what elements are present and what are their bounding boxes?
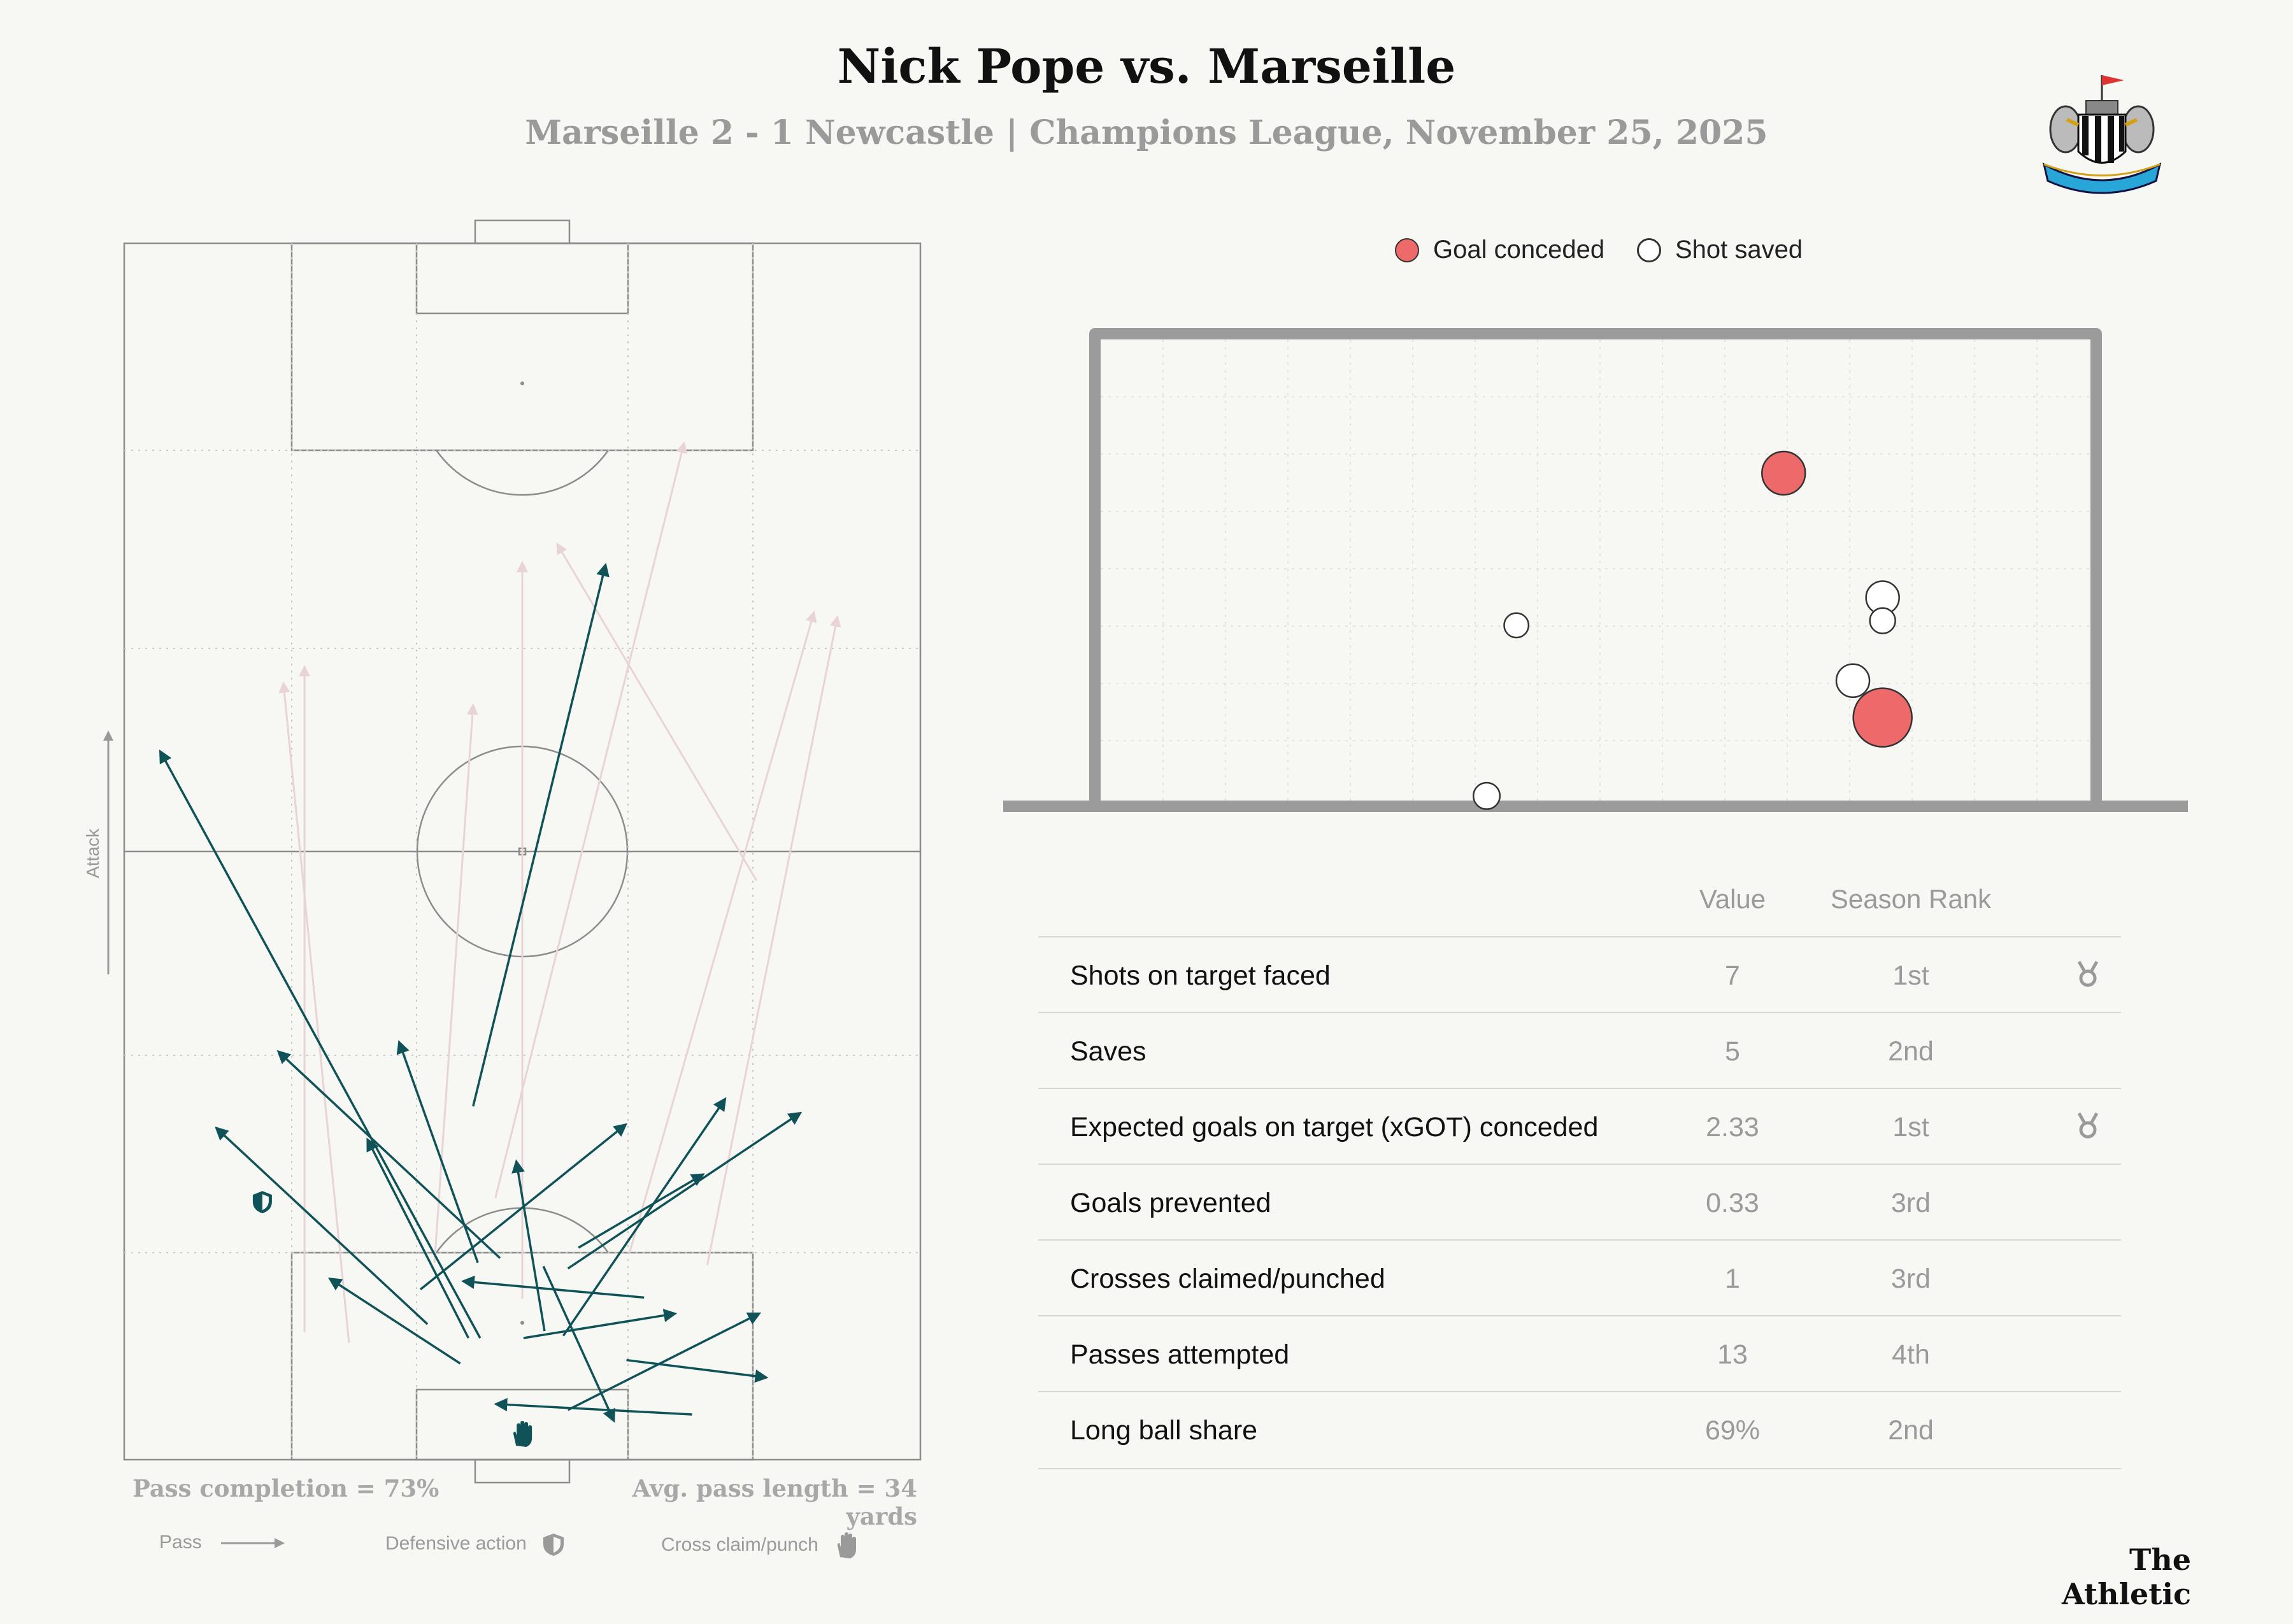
goal-conceded-marker-1: [1852, 687, 1913, 748]
the-athletic-logo: The Athletic: [2061, 1542, 2191, 1611]
row-label: Expected goals on target (xGOT) conceded: [1070, 1112, 1599, 1143]
row-rank: 3rd: [1890, 1188, 1931, 1218]
row-label: Passes attempted: [1070, 1339, 1290, 1370]
chart-subtitle: Marseille 2 - 1 Newcastle | Champions Le…: [525, 113, 1768, 152]
legend-pass-label: Pass: [159, 1532, 202, 1553]
pass-arrow-17: [461, 1275, 645, 1299]
pass-arrow-5: [366, 1137, 470, 1339]
pass-arrow-faded-6: [556, 542, 757, 881]
pass-arrow-16: [626, 1358, 769, 1383]
pass-completion-stat: Pass completion = 73%: [132, 1474, 439, 1502]
pass-arrow-8: [328, 1277, 461, 1365]
pass-arrow-2: [511, 1159, 546, 1332]
row-rank: 3rd: [1890, 1264, 1931, 1294]
pass-arrow-10: [159, 749, 482, 1339]
goal-conceded-dot: [1395, 238, 1419, 262]
pass-arrow-icon: [221, 1538, 285, 1549]
legend-shot-saved: Shot saved: [1637, 236, 1803, 264]
table-row: Long ball share 69% 2nd: [1038, 1391, 2121, 1469]
legend-defensive: Defensive action: [385, 1532, 566, 1557]
defensive-action-shield-icon: [252, 1191, 272, 1214]
row-label: Shots on target faced: [1070, 960, 1331, 991]
cross-claim-hand-icon: [513, 1420, 532, 1447]
row-label: Crosses claimed/punched: [1070, 1264, 1385, 1294]
goal-conceded-marker-0: [1761, 450, 1806, 496]
shield-icon: [543, 1534, 564, 1556]
table-row: Expected goals on target (xGOT) conceded…: [1038, 1088, 2121, 1165]
table-row: Shots on target faced 7 1st: [1038, 936, 2121, 1013]
pass-arrow-6: [567, 1111, 803, 1270]
pass-arrow-15: [567, 1312, 762, 1411]
shot-saved-marker-1: [1869, 607, 1896, 634]
row-value: 0.33: [1706, 1188, 1759, 1218]
pass-arrow-13: [578, 1173, 705, 1249]
legend-shot-saved-label: Shot saved: [1675, 236, 1803, 264]
table-row: Crosses claimed/punched 1 3rd: [1038, 1239, 2121, 1316]
legend-defensive-label: Defensive action: [385, 1532, 527, 1554]
pass-arrow-1: [396, 1040, 479, 1264]
pass-arrow-faded-1: [433, 703, 478, 1263]
stats-table-header: Value Season Rank: [1038, 866, 2121, 936]
pass-arrow-12: [276, 1050, 501, 1259]
legend-pass: Pass: [159, 1532, 286, 1553]
legend-goal-conceded: Goal conceded: [1395, 236, 1604, 264]
shot-saved-marker-4: [1473, 781, 1501, 810]
pass-arrow-faded-0: [278, 681, 350, 1343]
goal-frame: [1089, 328, 2102, 806]
shot-saved-dot: [1637, 238, 1661, 262]
row-rank: 2nd: [1888, 1036, 1934, 1067]
pass-arrow-faded-3: [494, 441, 687, 1199]
legend-cross: Cross claim/punch: [661, 1532, 861, 1560]
pass-arrow-9: [542, 1265, 615, 1423]
pass-map: [123, 219, 922, 1484]
pass-arrow-faded-4: [629, 610, 817, 1251]
table-row: Passes attempted 13 4th: [1038, 1315, 2121, 1392]
pass-arrow-faded-5: [706, 615, 841, 1265]
pass-arrow-11: [472, 562, 610, 1107]
legend-cross-label: Cross claim/punch: [661, 1534, 818, 1555]
table-row: Goals prevented 0.33 3rd: [1038, 1164, 2121, 1241]
row-rank: 1st: [1892, 1112, 1929, 1143]
row-label: Goals prevented: [1070, 1188, 1271, 1218]
row-rank: 2nd: [1888, 1415, 1934, 1446]
row-value: 2.33: [1706, 1112, 1759, 1143]
pass-arrow-3: [419, 1123, 628, 1290]
chart-title: Nick Pope vs. Marseille: [837, 39, 1456, 94]
pass-arrow-7: [215, 1126, 429, 1325]
attack-arrow-icon: [103, 730, 113, 974]
column-value-header: Value: [1699, 884, 1766, 914]
legend-goal-conceded-label: Goal conceded: [1433, 236, 1605, 264]
row-value: 69%: [1704, 1415, 1761, 1446]
pass-arrow-0: [494, 1398, 692, 1416]
shot-saved-marker-3: [1835, 663, 1871, 699]
row-rank: 1st: [1892, 960, 1929, 991]
column-rank-header: Season Rank: [1830, 884, 1992, 914]
row-label: Long ball share: [1070, 1415, 1258, 1446]
newcastle-crest-logo: [2042, 75, 2162, 194]
shot-map: [1003, 328, 2188, 812]
hand-icon: [837, 1532, 857, 1558]
row-rank: 4th: [1892, 1339, 1930, 1370]
medal-icon: [2077, 1112, 2099, 1139]
row-value: 1: [1725, 1264, 1740, 1294]
medal-icon: [2077, 960, 2099, 987]
row-value: 7: [1725, 960, 1740, 991]
row-value: 5: [1725, 1036, 1740, 1067]
shot-saved-marker-2: [1503, 612, 1530, 639]
pass-arrow-14: [523, 1309, 678, 1339]
row-value: 13: [1717, 1339, 1748, 1370]
row-label: Saves: [1070, 1036, 1146, 1067]
avg-pass-length-stat: Avg. pass length = 34 yards: [632, 1474, 917, 1530]
table-row: Saves 5 2nd: [1038, 1012, 2121, 1089]
